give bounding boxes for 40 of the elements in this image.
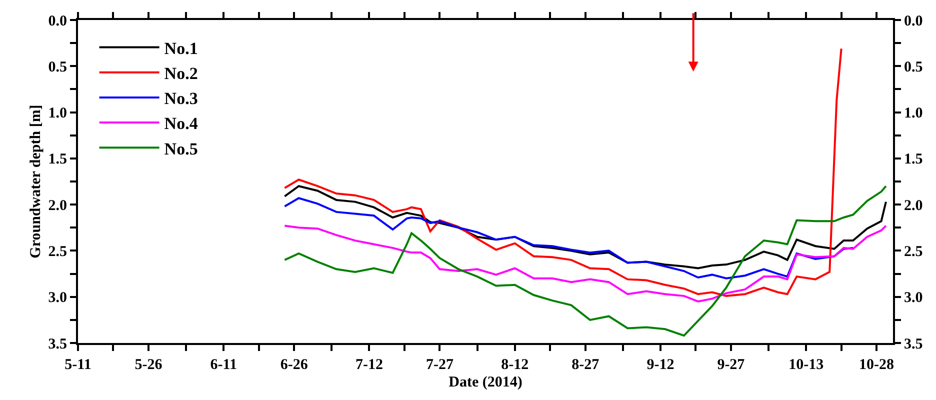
line-series	[284, 48, 842, 297]
legend-label: No.1	[164, 38, 198, 58]
x-tick-label: 7-12	[355, 357, 383, 373]
x-tick-label: 9-27	[717, 357, 746, 373]
x-tick-label: 9-12	[646, 357, 674, 373]
legend-label: No.2	[164, 64, 198, 83]
y-tick-label: 3.0	[48, 290, 67, 306]
y-tick-label: 2.0	[48, 198, 67, 214]
y2-tick-label: 3.5	[904, 336, 923, 352]
line-series	[284, 197, 854, 280]
line-series	[284, 185, 887, 337]
x-tick-label: 6-26	[280, 357, 308, 373]
y2-tick-label: 2.0	[904, 198, 923, 214]
x-tick-label: 5-11	[64, 357, 92, 373]
y-axis-title: Groundwater depth [m]	[28, 104, 44, 258]
legend-label: No.5	[164, 139, 198, 158]
y-tick-label: 1.5	[48, 152, 67, 168]
x-tick-label: 6-11	[210, 357, 237, 373]
y2-tick-label: 0.0	[904, 13, 923, 30]
x-tick-label: 7-27	[426, 357, 454, 373]
legend-label: No.3	[164, 89, 198, 108]
line-series	[284, 185, 887, 270]
legend-label: No.4	[164, 114, 198, 134]
x-axis-title: Date (2014)	[448, 374, 522, 390]
x-tick-label: 8-12	[501, 357, 529, 373]
y2-tick-label: 3.0	[904, 290, 923, 306]
x-tick-label: 5-26	[134, 357, 163, 373]
x-tick-label: 10-13	[788, 357, 824, 373]
line-series	[284, 224, 887, 302]
x-tick-label: 8-27	[572, 357, 600, 373]
y-tick-label: 2.5	[48, 244, 67, 260]
y2-tick-label: 0.5	[904, 59, 923, 76]
y-tick-label: 1.0	[48, 106, 67, 122]
y-tick-label: 0.5	[48, 59, 67, 76]
x-tick-label: 10-28	[859, 357, 894, 373]
y2-tick-label: 1.5	[904, 152, 923, 168]
y-tick-label: 0.0	[48, 13, 67, 30]
y2-tick-label: 1.0	[904, 106, 923, 122]
y-tick-label: 3.5	[48, 336, 67, 352]
y2-tick-label: 2.5	[904, 244, 923, 260]
